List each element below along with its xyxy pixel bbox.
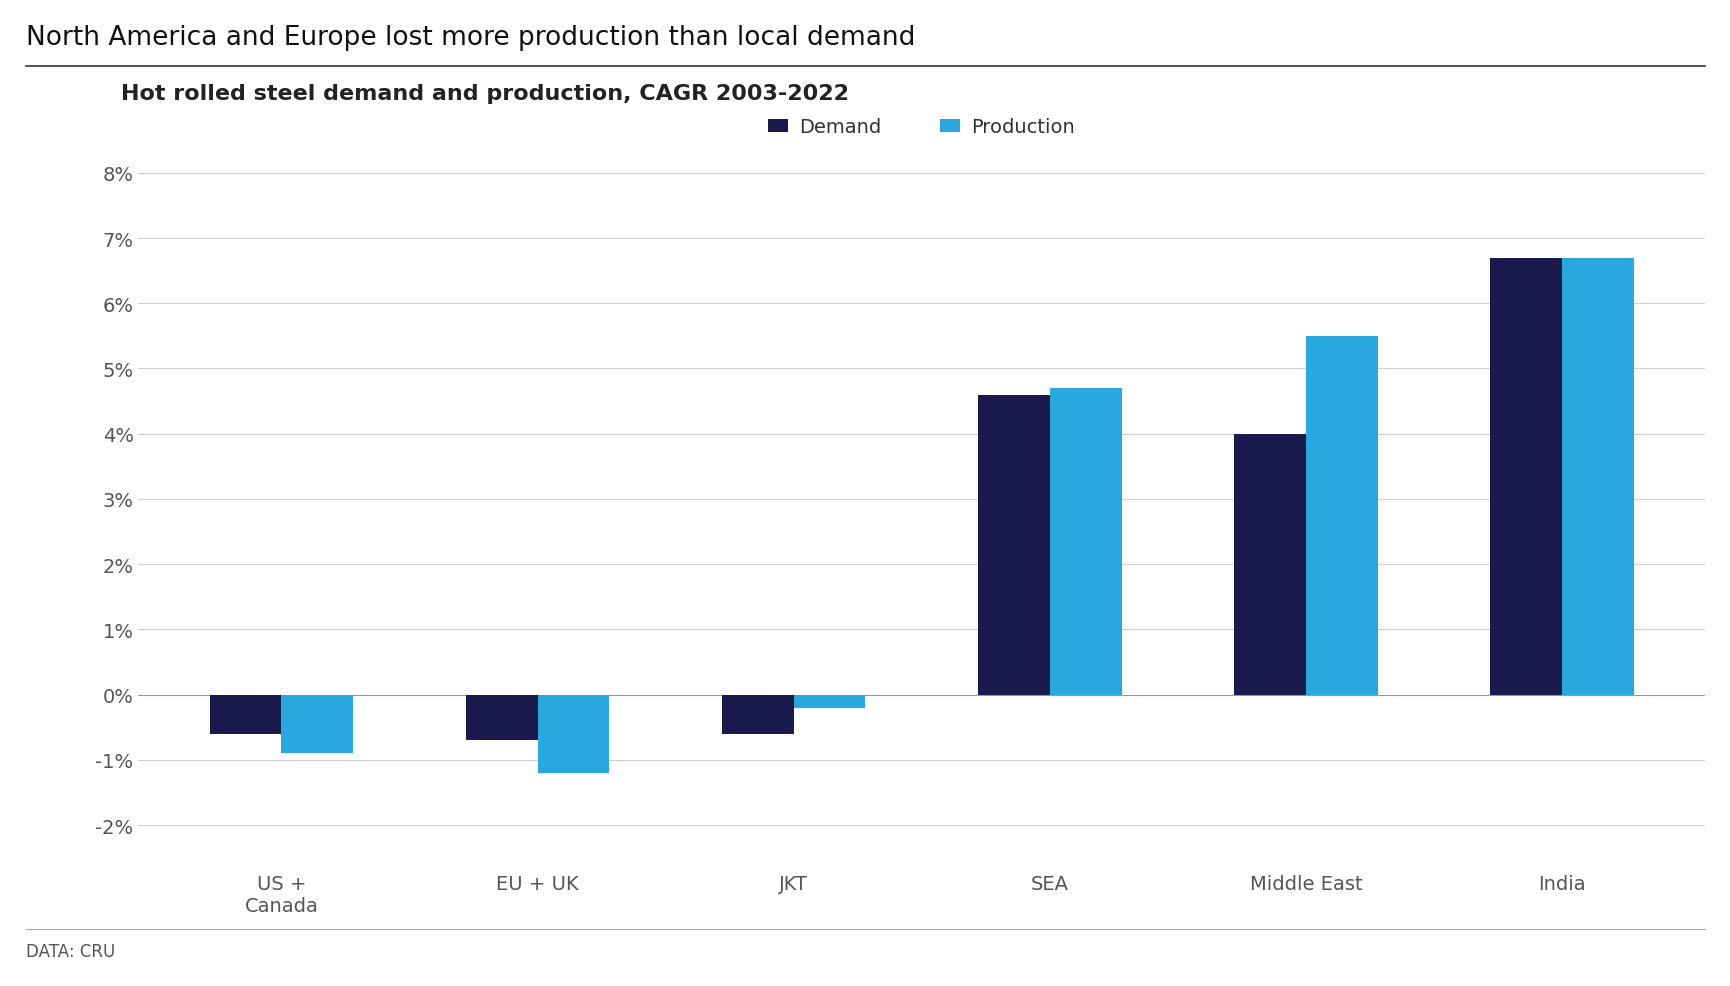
Bar bbox=[1490, 258, 1560, 695]
Bar bbox=[1233, 434, 1304, 695]
Bar bbox=[538, 695, 609, 773]
Text: Hot rolled steel demand and production, CAGR 2003-2022: Hot rolled steel demand and production, … bbox=[121, 84, 849, 104]
Bar bbox=[209, 695, 282, 734]
Text: North America and Europe lost more production than local demand: North America and Europe lost more produ… bbox=[26, 25, 915, 50]
Bar bbox=[1560, 258, 1633, 695]
Bar bbox=[465, 695, 538, 740]
Text: DATA: CRU: DATA: CRU bbox=[26, 942, 116, 959]
Bar bbox=[1048, 388, 1121, 695]
Bar bbox=[282, 695, 353, 753]
Bar bbox=[794, 695, 865, 708]
Legend: Demand, Production: Demand, Production bbox=[768, 118, 1074, 137]
Bar bbox=[721, 695, 794, 734]
Bar bbox=[1304, 336, 1377, 695]
Bar bbox=[977, 395, 1048, 695]
